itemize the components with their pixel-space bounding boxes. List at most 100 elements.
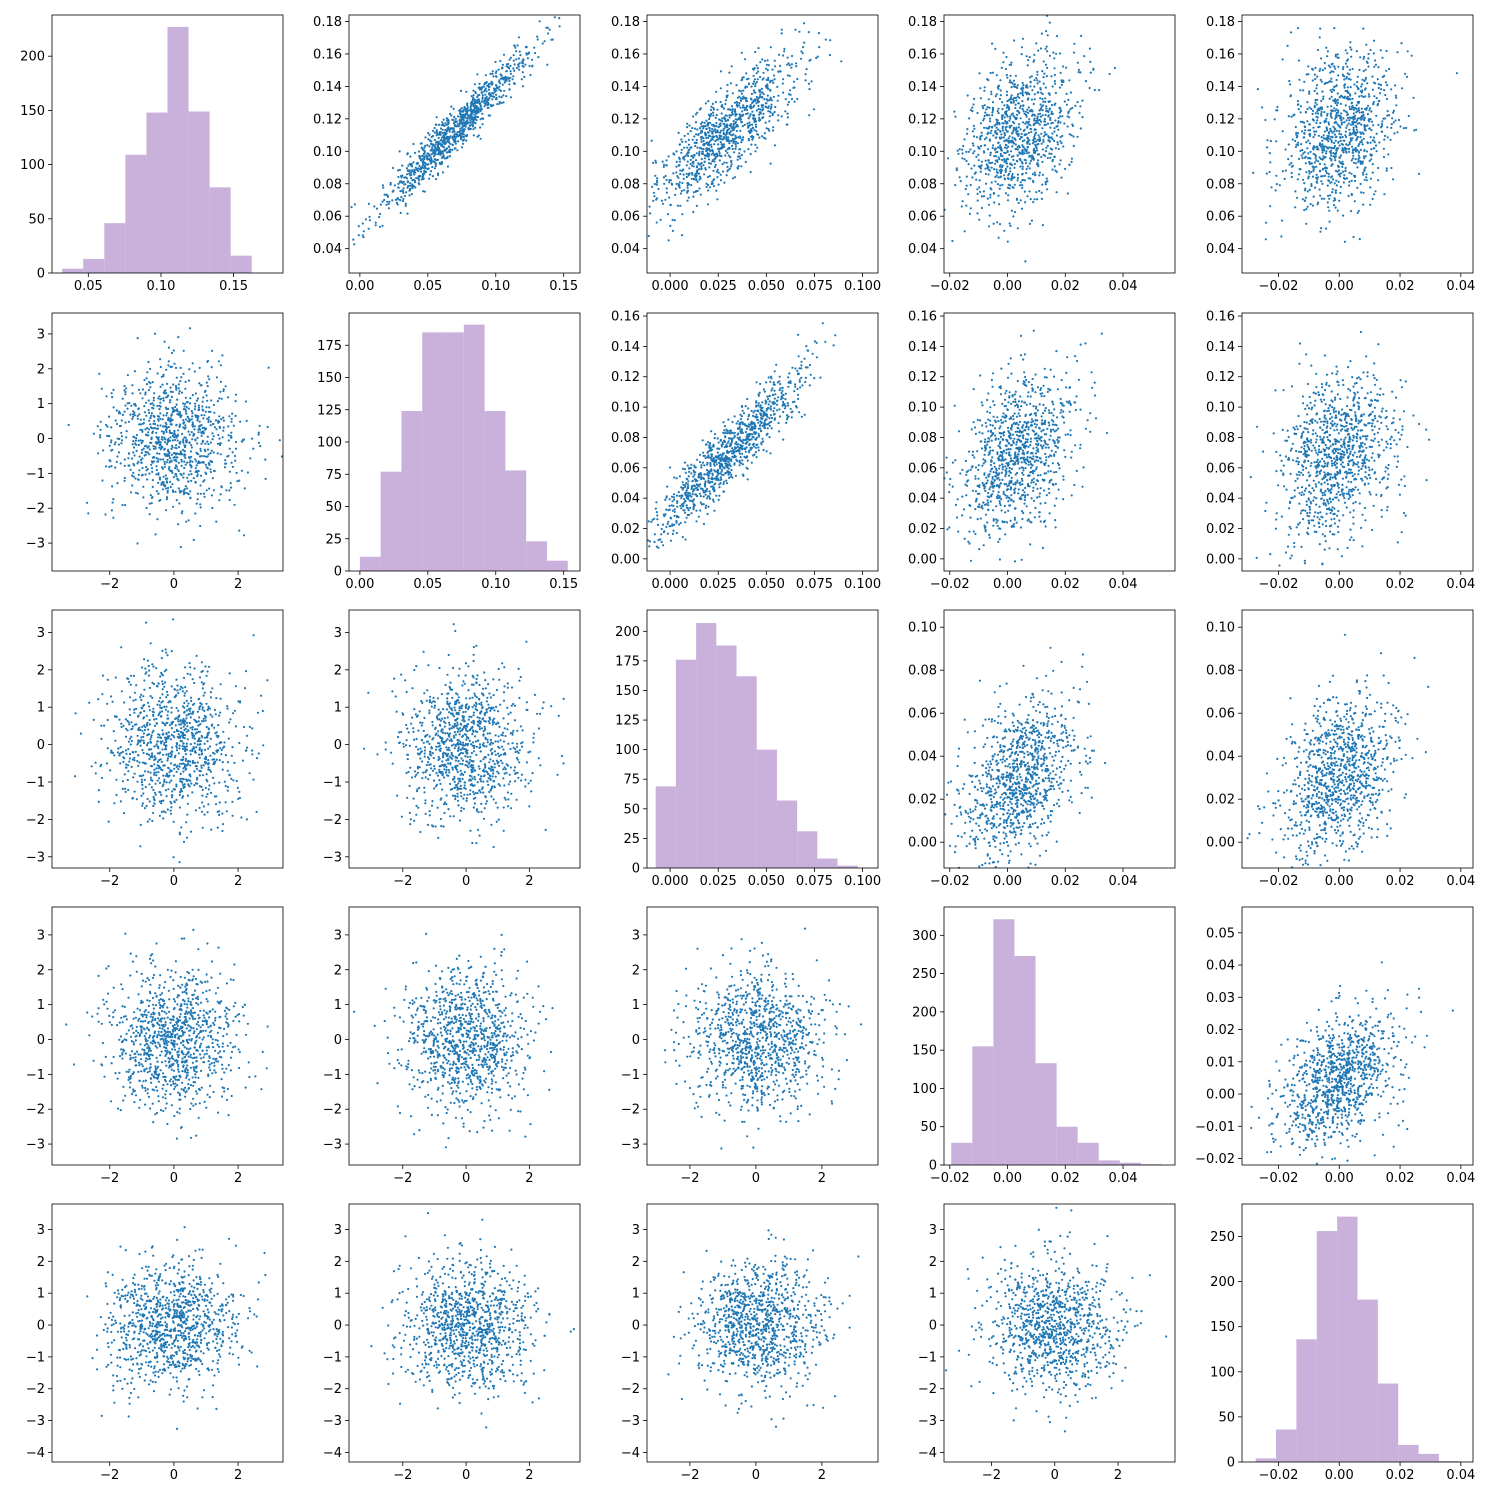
scatter-point (183, 489, 185, 491)
scatter-point (1281, 220, 1283, 222)
scatter-point (150, 442, 152, 444)
scatter-point (184, 457, 186, 459)
scatter-point (157, 372, 159, 374)
scatter-point (783, 48, 785, 50)
scatter-point (683, 178, 685, 180)
scatter-point (468, 128, 470, 130)
scatter-point (247, 471, 249, 473)
scatter-point (203, 455, 205, 457)
scatter-point (1089, 48, 1091, 50)
scatter-point (435, 124, 437, 126)
scatter-point (491, 73, 493, 75)
scatter-point (1054, 119, 1056, 121)
scatter-point (1076, 101, 1078, 103)
scatter-point (727, 169, 729, 171)
scatter-point (1061, 84, 1063, 86)
scatter-point (1040, 133, 1042, 135)
scatter-point (774, 106, 776, 108)
scatter-point (1031, 115, 1033, 117)
scatter-point (1015, 99, 1017, 101)
scatter-point (680, 152, 682, 154)
scatter-point (1320, 57, 1322, 59)
scatter-point (190, 466, 192, 468)
scatter-point (1331, 117, 1333, 119)
scatter-point (203, 414, 205, 416)
scatter-point (997, 129, 999, 131)
scatter-point (453, 116, 455, 118)
scatter-point (984, 104, 986, 106)
scatter-point (999, 131, 1001, 133)
scatter-point (1020, 128, 1022, 130)
scatter-point (1040, 116, 1042, 118)
scatter-point (1330, 112, 1332, 114)
scatter-point (1310, 185, 1312, 187)
scatter-point (1298, 59, 1300, 61)
scatter-point (1098, 89, 1100, 91)
scatter-point (1007, 130, 1009, 132)
scatter-point (727, 148, 729, 150)
scatter-point (976, 136, 978, 138)
scatter-point (479, 109, 481, 111)
scatter-point (217, 443, 219, 445)
scatter-point (464, 124, 466, 126)
scatter-point (1327, 106, 1329, 108)
scatter-point (114, 441, 116, 443)
scatter-point (735, 84, 737, 86)
scatter-point (1345, 167, 1347, 169)
scatter-point (708, 162, 710, 164)
scatter-point (452, 144, 454, 146)
scatter-point (1337, 102, 1339, 104)
scatter-point (1060, 177, 1062, 179)
scatter-point (712, 132, 714, 134)
scatter-point (1320, 227, 1322, 229)
scatter-point (681, 182, 683, 184)
scatter-point (1305, 223, 1307, 225)
scatter-point (746, 97, 748, 99)
scatter-point (994, 130, 996, 132)
scatter-point (1373, 136, 1375, 138)
scatter-point (1344, 170, 1346, 172)
scatter-point (1276, 183, 1278, 185)
scatter-point (1372, 198, 1374, 200)
scatter-point (1304, 188, 1306, 190)
scatter-point (221, 354, 223, 356)
scatter-point (148, 399, 150, 401)
scatter-point (547, 32, 549, 34)
scatter-point (755, 126, 757, 128)
scatter-point (217, 434, 219, 436)
scatter-point (988, 204, 990, 206)
scatter-point (1315, 112, 1317, 114)
scatter-point (767, 95, 769, 97)
scatter-point (258, 432, 260, 434)
scatter-point (695, 133, 697, 135)
scatter-point (1001, 159, 1003, 161)
scatter-point (1310, 108, 1312, 110)
scatter-point (1313, 131, 1315, 133)
scatter-point (208, 462, 210, 464)
scatter-point (467, 114, 469, 116)
scatter-point (976, 112, 978, 114)
scatter-point (1062, 65, 1064, 67)
scatter-point (711, 136, 713, 138)
scatter-point (148, 412, 150, 414)
scatter-point (559, 25, 561, 27)
scatter-point (207, 443, 209, 445)
scatter-point (995, 151, 997, 153)
scatter-point (413, 179, 415, 181)
scatter-point (773, 96, 775, 98)
scatter-point (454, 120, 456, 122)
scatter-point (1066, 104, 1068, 106)
scatter-point (1029, 56, 1031, 58)
scatter-point (132, 392, 134, 394)
scatter-point (716, 153, 718, 155)
scatter-point (691, 161, 693, 163)
scatter-point (1319, 36, 1321, 38)
scatter-point (473, 102, 475, 104)
scatter-point (1333, 107, 1335, 109)
scatter-point (534, 52, 536, 54)
scatter-point (410, 177, 412, 179)
scatter-point (1357, 161, 1359, 163)
scatter-point (1051, 148, 1053, 150)
scatter-point (201, 435, 203, 437)
scatter-point (1362, 192, 1364, 194)
